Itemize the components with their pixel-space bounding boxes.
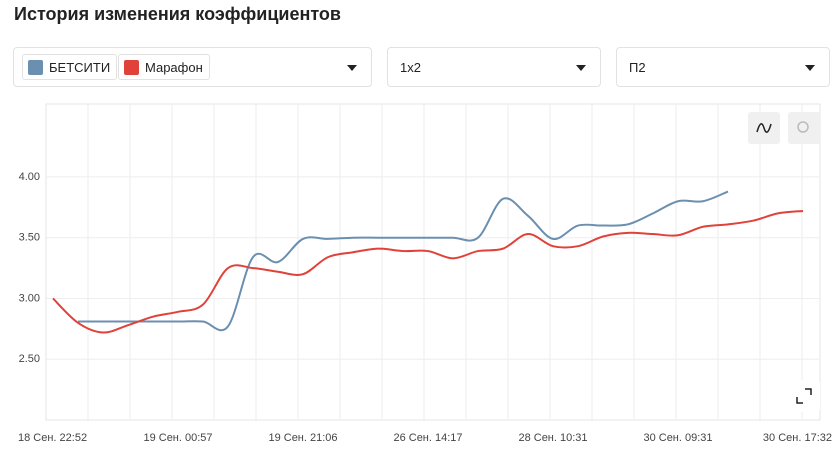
y-tick-label: 4.00 <box>19 171 40 183</box>
y-tick-label: 2.50 <box>19 353 40 365</box>
bookmaker-select[interactable]: БЕТСИТИ Марафон <box>13 47 372 87</box>
x-tick-label: 30 Сен. 09:31 <box>643 432 712 444</box>
expand-icon <box>796 388 812 404</box>
chip-label: Марафон <box>145 60 203 75</box>
bookmaker-icon <box>28 60 43 75</box>
select-label: 1х2 <box>400 60 421 75</box>
bookmaker-icon <box>124 60 139 75</box>
series-line <box>52 209 804 334</box>
select-label: П2 <box>629 60 646 75</box>
x-tick-label: 28 Сен. 10:31 <box>518 432 587 444</box>
x-tick-label: 18 Сен. 22:52 <box>18 432 87 444</box>
bookmaker-chip[interactable]: Марафон <box>118 54 210 80</box>
x-tick-label: 26 Сен. 14:17 <box>393 432 462 444</box>
x-tick-label: 19 Сен. 00:57 <box>143 432 212 444</box>
outcome-select[interactable]: П2 <box>616 47 830 87</box>
plot-frame <box>45 103 821 421</box>
y-tick-label: 3.00 <box>19 292 40 304</box>
smooth-icon <box>756 123 772 133</box>
title: История изменения коэффициентов <box>14 4 341 24</box>
y-tick-label: 3.50 <box>19 232 40 244</box>
market-select[interactable]: 1х2 <box>387 47 601 87</box>
zoom-icon <box>797 121 809 133</box>
zoom-button[interactable] <box>788 112 820 144</box>
x-tick-label: 19 Сен. 21:06 <box>268 432 337 444</box>
chip-label: БЕТСИТИ <box>49 60 111 75</box>
series-line <box>77 190 729 332</box>
bookmaker-chip[interactable]: БЕТСИТИ <box>22 54 118 80</box>
x-tick-label: 30 Сен. 17:32 <box>763 432 832 444</box>
expand-button[interactable] <box>788 380 820 412</box>
